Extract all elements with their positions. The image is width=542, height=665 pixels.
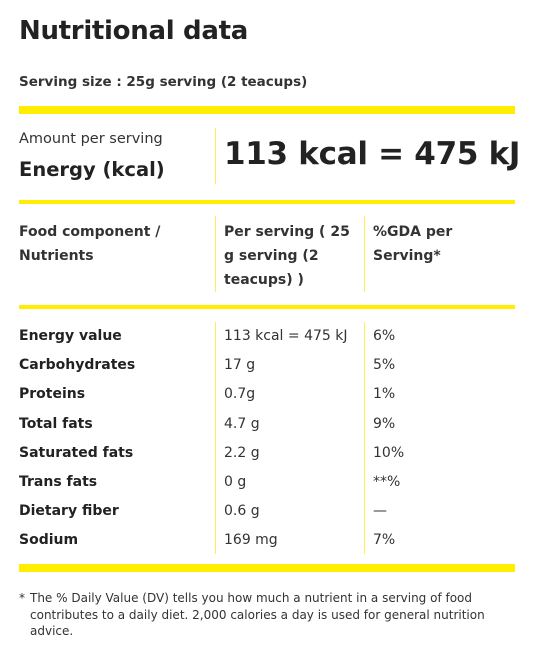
header-per-serving: Per serving ( 25 g serving (2 teacups) ) — [224, 224, 350, 288]
divider-bottom — [19, 564, 515, 572]
gda-value: — — [373, 503, 387, 520]
nutrient-name: Proteins — [19, 386, 86, 403]
header-separator-1 — [215, 216, 216, 292]
gda-value: 9% — [373, 415, 396, 432]
table-row: Proteins 0.7g 1% — [19, 380, 515, 409]
nutrient-name: Sodium — [19, 532, 79, 549]
energy-value: 113 kcal = 475 kJ — [224, 136, 521, 172]
per-serving-value: 0.7g — [224, 386, 256, 403]
per-serving-value: 0.6 g — [224, 503, 260, 520]
header-separator-2 — [364, 216, 365, 292]
column-separator-2 — [364, 322, 365, 554]
per-serving-value: 113 kcal = 475 kJ — [224, 328, 348, 344]
table-row: Total fats 4.7 g 9% — [19, 410, 515, 439]
gda-value: 1% — [373, 386, 396, 403]
gda-value: 7% — [373, 532, 396, 549]
table-row: Energy value 113 kcal = 475 kJ 6% — [19, 322, 515, 351]
table-row: Carbohydrates 17 g 5% — [19, 351, 515, 380]
gda-value: 6% — [373, 328, 396, 344]
divider-header — [19, 305, 515, 309]
header-gda: %GDA per Serving* — [373, 224, 453, 264]
nutrient-name: Dietary fiber — [19, 503, 119, 520]
nutrient-name: Energy value — [19, 328, 122, 344]
per-serving-value: 169 mg — [224, 532, 278, 549]
footnote-marker: * — [19, 591, 25, 605]
nutrient-rows: Energy value 113 kcal = 475 kJ 6% Carboh… — [19, 322, 515, 556]
table-row: Dietary fiber 0.6 g — — [19, 497, 515, 526]
nutrient-name: Carbohydrates — [19, 357, 136, 374]
nutrient-name: Saturated fats — [19, 444, 134, 461]
gda-value: **% — [373, 473, 401, 490]
table-row: Sodium 169 mg 7% — [19, 526, 515, 555]
gda-value: 10% — [373, 444, 405, 461]
footnote-text: The % Daily Value (DV) tells you how muc… — [30, 591, 485, 638]
per-serving-value: 0 g — [224, 473, 247, 490]
page-title: Nutritional data — [19, 16, 248, 46]
column-separator-1 — [215, 322, 216, 554]
header-food-component: Food component / Nutrients — [19, 224, 161, 264]
per-serving-value: 4.7 g — [224, 415, 260, 432]
table-row: Saturated fats 2.2 g 10% — [19, 439, 515, 468]
amount-per-serving-label: Amount per serving — [19, 131, 163, 147]
per-serving-value: 2.2 g — [224, 444, 260, 461]
energy-kcal-label: Energy (kcal) — [19, 158, 165, 181]
footnote: * The % Daily Value (DV) tells you how m… — [19, 590, 499, 640]
nutrient-name: Total fats — [19, 415, 93, 432]
table-row: Trans fats 0 g **% — [19, 468, 515, 497]
per-serving-value: 17 g — [224, 357, 256, 374]
gda-value: 5% — [373, 357, 396, 374]
energy-box-separator — [215, 128, 216, 184]
divider-energy — [19, 200, 515, 204]
divider-top — [19, 106, 515, 114]
nutrient-name: Trans fats — [19, 473, 98, 490]
serving-size: Serving size : 25g serving (2 teacups) — [19, 74, 308, 90]
